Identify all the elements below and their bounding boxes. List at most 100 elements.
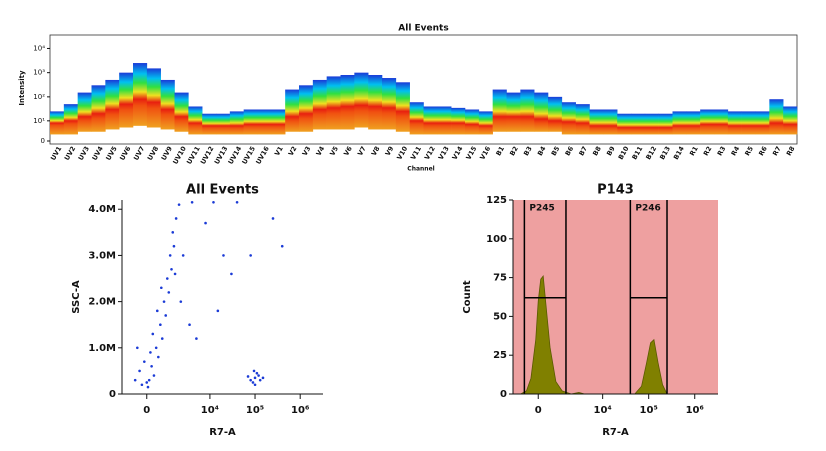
scatter-point	[149, 351, 152, 354]
scatter-point	[162, 300, 166, 303]
scatter-point	[261, 376, 265, 380]
scatter-point	[188, 323, 191, 327]
spectrum-column	[603, 109, 618, 135]
x-tick-label: 0	[535, 405, 542, 416]
scatter-point	[190, 201, 194, 204]
y-tick-label: 100	[486, 234, 507, 245]
y-axis-label: SSC-A	[71, 280, 82, 314]
scatter-point	[154, 346, 158, 350]
spectrum-column	[548, 96, 563, 132]
scatter-point	[168, 254, 172, 257]
spectrum-column	[534, 92, 549, 132]
spectrum-column	[700, 109, 715, 135]
spectrum-column	[672, 111, 687, 135]
spectrum-column	[312, 79, 327, 130]
y-axis-label: Count	[462, 280, 473, 313]
scatter-point	[152, 374, 156, 377]
gate	[629, 200, 668, 394]
y-tick-label: 50	[493, 311, 507, 322]
x-axis-label: R7-A	[602, 427, 629, 438]
scatter-point	[159, 323, 162, 327]
spectrum-column	[561, 102, 576, 135]
y-tick-label: 4.0M	[88, 204, 116, 215]
scatter-point	[249, 254, 252, 257]
spectrum-column	[727, 111, 742, 135]
spectrum-column	[326, 76, 341, 130]
scatter-point	[146, 385, 150, 389]
y-tick-label: 2.0M	[88, 297, 116, 308]
spectrum-column	[575, 104, 590, 135]
scatter-point	[230, 272, 233, 276]
spectrum-column	[216, 113, 231, 135]
x-tick-label: B6	[564, 145, 576, 158]
spectrum-column	[340, 75, 355, 130]
spectrum-column	[520, 89, 535, 132]
x-tick-label: R5	[743, 145, 755, 158]
x-tick-label: 10⁴	[201, 405, 219, 416]
scatter-point	[150, 364, 153, 368]
spectrum-column	[686, 111, 701, 135]
x-tick-label: V2	[287, 145, 299, 157]
x-tick-label: 10⁴	[594, 405, 612, 416]
scatter-point	[164, 314, 168, 317]
x-tick-label: V6	[342, 145, 354, 158]
x-tick-label: 10⁵	[640, 405, 658, 416]
spectrum-column	[299, 85, 314, 132]
scatter-point	[252, 369, 256, 373]
scatter-point	[257, 374, 260, 377]
spectrum-column	[188, 106, 203, 135]
x-tick-label: V3	[301, 145, 313, 157]
spectrum-column	[492, 89, 507, 132]
spectrum-column	[133, 63, 148, 126]
x-tick-label: B5	[550, 145, 562, 158]
scatter-point	[280, 244, 284, 248]
x-tick-label: 10⁶	[291, 405, 309, 416]
spectrum-column	[174, 92, 189, 132]
spectrum-column	[146, 68, 161, 128]
scatter-point	[251, 381, 255, 384]
scatter-point	[170, 267, 173, 271]
x-tick-label: 10⁶	[686, 405, 704, 416]
x-tick-label: V1	[273, 145, 285, 158]
x-tick-label: B4	[536, 145, 548, 158]
x-tick-label: V4	[315, 145, 327, 158]
x-tick-label: R1	[688, 145, 700, 158]
x-tick-label: B3	[522, 145, 534, 157]
y-tick-label: 125	[486, 195, 507, 206]
scatter-point	[133, 378, 137, 382]
spectrum-column	[409, 102, 424, 135]
chart-title: P143	[597, 183, 634, 198]
gate-label: P245	[529, 204, 554, 214]
scatter-point	[179, 300, 183, 303]
y-tick-label: 0	[500, 389, 507, 400]
x-axis-label: R7-A	[209, 427, 236, 438]
spectrum-column	[589, 109, 604, 135]
scatter-point	[174, 217, 178, 220]
y-tick-label: 1.0M	[88, 343, 116, 354]
y-tick-label: 10³	[33, 69, 45, 77]
spectrum-column	[63, 104, 78, 135]
spectrum-column	[451, 107, 466, 135]
scatter-point	[253, 376, 257, 380]
gate-label: P246	[635, 204, 660, 214]
y-tick-label: 10¹	[33, 117, 45, 125]
chart-title: All Events	[398, 24, 448, 34]
x-tick-label: 10⁵	[246, 405, 264, 416]
scatter-point	[157, 355, 160, 359]
scatter-point	[246, 375, 250, 378]
spectrum-column	[714, 109, 729, 135]
scatter-point	[253, 383, 257, 387]
spectrum-column	[229, 111, 244, 135]
spectrum-column	[658, 113, 673, 135]
scatter-point	[195, 337, 198, 340]
x-tick-label: B9	[605, 145, 617, 158]
x-tick-label: R8	[785, 145, 797, 158]
x-tick-label: R6	[757, 145, 769, 158]
scatter-point	[258, 378, 262, 382]
spectrum-column	[243, 109, 258, 135]
scatter-point	[216, 309, 220, 313]
scatter-point	[212, 201, 215, 204]
spectrum-column	[631, 113, 646, 135]
spectrum-column	[769, 99, 784, 135]
y-tick-label: 3.0M	[88, 250, 116, 261]
